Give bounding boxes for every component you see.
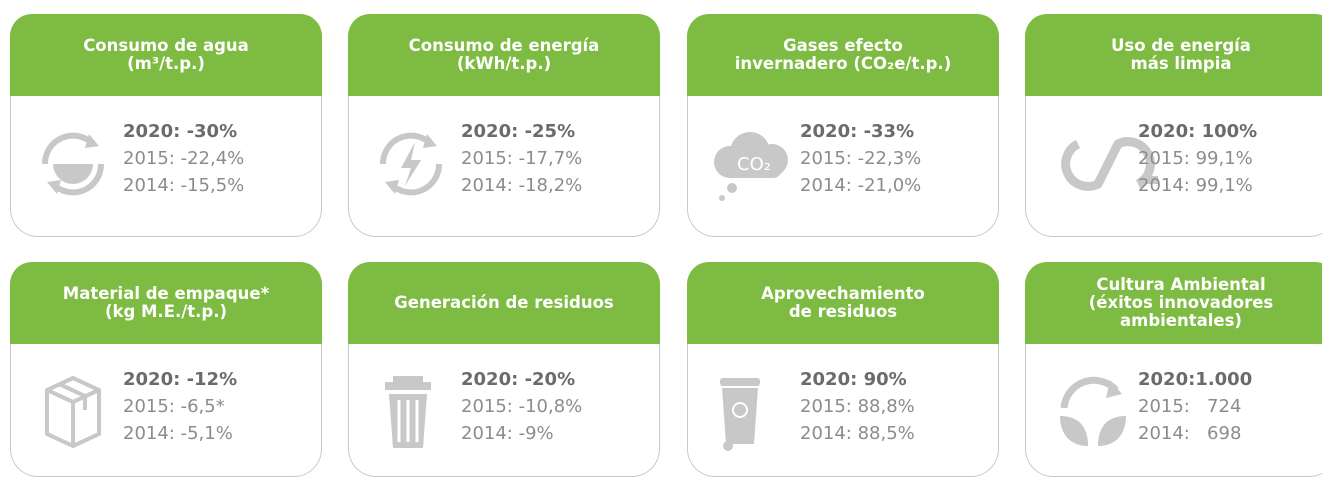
card-body: 2020:1.000 2015: 724 2014: 698 [1025,344,1322,477]
card-title: de residuos [788,302,898,321]
card-header: Consumo de energía (kWh/t.p.) [348,14,660,96]
icon: CO₂ [710,124,800,208]
card-header: Uso de energía más limpia [1025,14,1322,96]
card-title: (m³/t.p.) [127,54,205,73]
card-header: Generación de residuos [348,262,660,344]
card-title: ambientales) [1120,311,1242,330]
card-title: Cultura Ambiental [1096,275,1266,294]
card: Material de empaque* (kg M.E./t.p.) 2020: … [10,262,322,477]
figure: 2014: -21,0% [800,175,922,196]
target: 2020: -30% [123,121,238,142]
figure: 2014: 88,5% [800,423,915,444]
card-title: más limpia [1130,54,1232,73]
figures: 2020: -25% 2015: -17,7% 2014: -18,2% [461,118,582,199]
figure: 2014: -15,5% [123,175,245,196]
card-title: Material de empaque* [62,284,270,303]
figures: 2020:1.000 2015: 724 2014: 698 [1138,366,1252,447]
figure: 2015: -22,4% [123,148,245,169]
card-body: 2020: -20% 2015: -10,8% 2014: -9% [348,344,660,477]
figure: 2014: -9% [461,423,554,444]
card-title: (kg M.E./t.p.) [104,302,228,321]
icon [371,124,451,208]
card-title: Consumo de energía [408,36,600,55]
card: Consumo de agua (m³/t.p.) 2020: -30% 2015: … [10,14,322,237]
card: Cultura Ambiental (éxitos innovadores ambi… [1025,262,1322,477]
card: Generación de residuos 2020: -20% 2015: -1… [348,262,660,477]
figure: 2014: 698 [1138,423,1242,444]
card-title: invernadero (CO₂e/t.p.) [734,54,952,73]
card-body: 2020: -12% 2015: -6,5* 2014: -5,1% [10,344,322,477]
card-title: (kWh/t.p.) [456,54,552,73]
target: 2020: -20% [461,369,576,390]
card-title: (éxitos innovadores [1088,293,1274,312]
card-title: Uso de energía [1111,36,1251,55]
figures: 2020: -20% 2015: -10,8% 2014: -9% [461,366,582,447]
figure: 2015: 724 [1138,396,1242,417]
target: 2020: -33% [800,121,915,142]
figures: 2020: 90% 2015: 88,8% 2014: 88,5% [800,366,915,447]
card-title: Consumo de agua [83,36,249,55]
figure: 2015: -10,8% [461,396,583,417]
card: Consumo de energía (kWh/t.p.) 2020: -25% 20… [348,14,660,237]
figure: 2015: -17,7% [461,148,583,169]
figures: 2020: -12% 2015: -6,5* 2014: -5,1% [123,366,237,447]
target: 2020:1.000 [1138,369,1253,390]
figure: 2015: 88,8% [800,396,915,417]
card: Uso de energía más limpia 2020: 100% 2015: … [1025,14,1322,237]
card-title: Generación de residuos [394,293,614,312]
card-header: Cultura Ambiental (éxitos innovadores ambi… [1025,262,1322,344]
card: Gases efecto invernadero (CO₂e/t.p.) CO₂ 20… [687,14,999,237]
card-body: CO₂ 2020: -33% 2015: -22,3% 2014: -21,0% [687,96,999,237]
figure: 2014: -18,2% [461,175,583,196]
card-header: Aprovechamiento de residuos [687,262,999,344]
figures: 2020: 100% 2015: 99,1% 2014: 99,1% [1138,118,1257,199]
figure: 2015: -6,5* [123,396,225,417]
figure: 2014: -5,1% [123,423,233,444]
card-body: 2020: 90% 2015: 88,8% 2014: 88,5% [687,344,999,477]
figure: 2014: 99,1% [1138,175,1253,196]
card-body: 2020: -30% 2015: -22,4% 2014: -15,5% [10,96,322,237]
card: Aprovechamiento de residuos 2020: 90% 2015:… [687,262,999,477]
card-body: 2020: 100% 2015: 99,1% 2014: 99,1% [1025,96,1322,237]
figure: 2015: -22,3% [800,148,922,169]
figures: 2020: -33% 2015: -22,3% 2014: -21,0% [800,118,921,199]
target: 2020: 90% [800,369,907,390]
icon [1048,372,1138,456]
card-header: Gases efecto invernadero (CO₂e/t.p.) [687,14,999,96]
target: 2020: -25% [461,121,576,142]
card-title: Gases efecto [783,36,903,55]
icon [33,124,113,208]
icon [1048,124,1168,208]
target: 2020: -12% [123,369,238,390]
icon [710,372,790,456]
icon [33,372,113,456]
card-title: Aprovechamiento [761,284,925,303]
card-header: Consumo de agua (m³/t.p.) [10,14,322,96]
icon-label: CO₂ [737,154,771,175]
card-body: 2020: -25% 2015: -17,7% 2014: -18,2% [348,96,660,237]
figures: 2020: -30% 2015: -22,4% 2014: -15,5% [123,118,244,199]
card-header: Material de empaque* (kg M.E./t.p.) [10,262,322,344]
figure: 2015: 99,1% [1138,148,1253,169]
target: 2020: 100% [1138,121,1258,142]
icon [371,372,451,456]
